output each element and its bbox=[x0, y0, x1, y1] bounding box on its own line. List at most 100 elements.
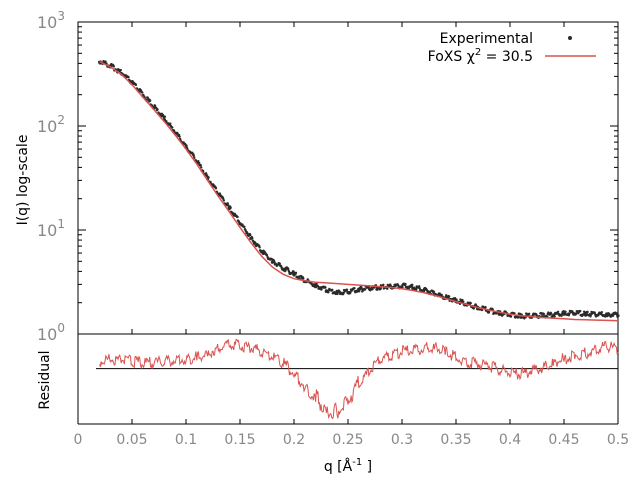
experimental-point bbox=[156, 108, 159, 111]
experimental-point bbox=[353, 286, 356, 290]
x-tick-label: 0.45 bbox=[548, 432, 579, 448]
experimental-point bbox=[586, 310, 589, 314]
x-tick-label: 0.2 bbox=[283, 432, 305, 448]
experimental-point bbox=[440, 293, 443, 297]
experimental-point bbox=[553, 315, 556, 318]
x-tick-label: 0 bbox=[74, 432, 83, 448]
experimental-point bbox=[462, 300, 465, 303]
experimental-point bbox=[349, 291, 352, 294]
experimental-point bbox=[258, 246, 261, 249]
experimental-point bbox=[185, 144, 188, 147]
residual-panel: Residual bbox=[37, 333, 619, 425]
legend-entry-experimental-label: Experimental bbox=[440, 31, 533, 47]
experimental-point bbox=[302, 277, 305, 280]
experimental-point bbox=[236, 215, 239, 219]
experimental-point bbox=[513, 312, 516, 315]
experimental-point bbox=[286, 267, 290, 270]
main-plot-frame bbox=[77, 21, 619, 335]
experimental-point bbox=[104, 60, 107, 63]
experimental-point bbox=[579, 309, 582, 313]
x-tick-labels: 0 0.05 0.1 0.15 0.2 0.25 0.3 0.35 0.4 0.45 0.5 bbox=[74, 432, 630, 448]
x-tick-label: 0.4 bbox=[499, 432, 521, 448]
experimental-point bbox=[484, 305, 487, 309]
y-tick-label: 103 bbox=[37, 9, 65, 32]
experimental-point bbox=[222, 199, 225, 202]
experimental-point bbox=[119, 68, 122, 72]
experimental-point bbox=[163, 115, 167, 118]
experimental-point bbox=[616, 314, 620, 318]
experimental-point bbox=[600, 311, 603, 314]
y-tick-label: 100 bbox=[37, 321, 65, 344]
experimental-point bbox=[226, 202, 229, 205]
experimental-point bbox=[382, 283, 385, 286]
experimental-point bbox=[316, 285, 320, 288]
experimental-point bbox=[243, 225, 246, 229]
x-tick-label: 0.5 bbox=[607, 432, 629, 448]
x-tick-label: 0.15 bbox=[224, 432, 255, 448]
experimental-point bbox=[283, 269, 287, 273]
experimental-point bbox=[249, 233, 252, 237]
residual-line bbox=[99, 338, 619, 420]
experimental-point bbox=[556, 310, 560, 314]
experimental-point bbox=[509, 315, 513, 318]
experimental-point bbox=[294, 271, 298, 275]
residual-series-layer bbox=[99, 338, 619, 420]
experimental-point bbox=[605, 314, 609, 318]
y-tick-label: 102 bbox=[37, 113, 65, 136]
experimental-point bbox=[327, 291, 330, 294]
x-tick-label: 0.35 bbox=[440, 432, 471, 448]
experimental-point bbox=[265, 253, 269, 257]
experimental-point bbox=[205, 174, 209, 177]
experimental-point bbox=[542, 312, 546, 316]
experimental-point bbox=[199, 164, 202, 167]
experimental-point bbox=[363, 288, 367, 291]
main-y-ticks: 100 101 102 103 bbox=[37, 9, 618, 344]
experimental-point bbox=[455, 298, 458, 301]
main-x-ticks bbox=[77, 22, 619, 424]
x-tick-label: 0.3 bbox=[391, 432, 413, 448]
series-experimental bbox=[98, 59, 620, 320]
experimental-point bbox=[527, 312, 531, 316]
experimental-point bbox=[411, 283, 414, 287]
x-tick-label: 0.1 bbox=[175, 432, 197, 448]
experimental-point bbox=[345, 288, 349, 291]
experimental-point bbox=[169, 122, 172, 125]
experimental-point bbox=[404, 282, 407, 286]
experimental-point bbox=[173, 129, 176, 133]
experimental-point bbox=[320, 288, 323, 291]
experimental-point bbox=[575, 312, 578, 315]
x-tick-label: 0.25 bbox=[332, 432, 363, 448]
experimental-point bbox=[141, 91, 144, 94]
experimental-point bbox=[386, 287, 389, 291]
experimental-point bbox=[127, 76, 130, 79]
experimental-point bbox=[171, 126, 174, 129]
experimental-point bbox=[204, 172, 208, 175]
experimental-point bbox=[192, 154, 196, 158]
experimental-point bbox=[198, 161, 201, 165]
experimental-point bbox=[214, 187, 218, 190]
experimental-point bbox=[148, 99, 152, 102]
legend-experimental-marker bbox=[568, 36, 572, 40]
experimental-point bbox=[550, 312, 553, 315]
experimental-point bbox=[447, 295, 451, 298]
main-series-layer bbox=[98, 59, 620, 322]
experimental-point bbox=[611, 314, 615, 317]
legend: Experimental FoXS χ2 = 30.5 bbox=[428, 31, 596, 65]
y-tick-label: 101 bbox=[37, 217, 65, 240]
residual-axis-label: Residual bbox=[37, 350, 53, 409]
experimental-point bbox=[417, 285, 421, 288]
experimental-point bbox=[487, 311, 491, 314]
experimental-point bbox=[251, 236, 254, 240]
experimental-point bbox=[469, 301, 472, 305]
experimental-point bbox=[480, 308, 484, 312]
experimental-point bbox=[165, 120, 168, 123]
experimental-point bbox=[371, 288, 374, 291]
experimental-point bbox=[278, 262, 281, 265]
experimental-point bbox=[229, 206, 232, 210]
x-tick-label: 0.05 bbox=[116, 432, 147, 448]
legend-entry-foxs-label: FoXS χ2 = 30.5 bbox=[428, 47, 533, 65]
y-axis-label: I(q) log-scale bbox=[15, 135, 31, 226]
experimental-point bbox=[134, 83, 138, 87]
x-axis-label: q [Å-1 ] bbox=[324, 457, 372, 475]
